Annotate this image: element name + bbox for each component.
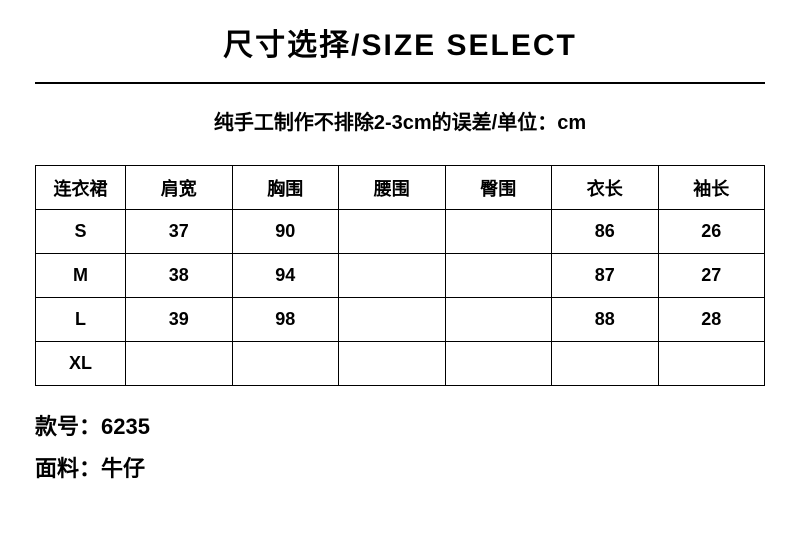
cell: 27 [658,254,765,298]
cell: 98 [232,298,339,342]
meta-style-no: 款号：6235 [35,406,765,448]
cell [339,342,446,386]
cell [232,342,339,386]
fabric-label: 面料： [35,456,101,481]
cell [126,342,233,386]
cell: 38 [126,254,233,298]
cell: 26 [658,210,765,254]
col-header: 腰围 [339,166,446,210]
cell [658,342,765,386]
col-header: 袖长 [658,166,765,210]
cell: 87 [552,254,659,298]
title-divider [35,82,765,84]
cell [339,254,446,298]
meta-block: 款号：6235 面料：牛仔 [35,406,765,490]
cell: 88 [552,298,659,342]
cell-size: XL [36,342,126,386]
col-header: 臀围 [445,166,552,210]
cell [445,342,552,386]
col-header: 连衣裙 [36,166,126,210]
col-header: 胸围 [232,166,339,210]
cell: 28 [658,298,765,342]
cell [445,254,552,298]
table-row: M 38 94 87 27 [36,254,765,298]
cell: 86 [552,210,659,254]
cell: 90 [232,210,339,254]
cell: 39 [126,298,233,342]
cell-size: S [36,210,126,254]
cell-size: M [36,254,126,298]
size-table: 连衣裙 肩宽 胸围 腰围 臀围 衣长 袖长 S 37 90 86 26 M 38… [35,165,765,386]
cell [552,342,659,386]
style-no-value: 6235 [101,414,150,439]
cell: 37 [126,210,233,254]
col-header: 衣长 [552,166,659,210]
table-header-row: 连衣裙 肩宽 胸围 腰围 臀围 衣长 袖长 [36,166,765,210]
fabric-value: 牛仔 [101,456,145,481]
meta-fabric: 面料：牛仔 [35,448,765,490]
page-subtitle: 纯手工制作不排除2-3cm的误差/单位：cm [35,106,765,135]
table-row: L 39 98 88 28 [36,298,765,342]
cell [339,210,446,254]
cell [445,298,552,342]
col-header: 肩宽 [126,166,233,210]
page-title: 尺寸选择/SIZE SELECT [35,20,765,64]
table-row: S 37 90 86 26 [36,210,765,254]
cell: 94 [232,254,339,298]
cell [339,298,446,342]
table-row: XL [36,342,765,386]
cell-size: L [36,298,126,342]
style-no-label: 款号： [35,414,101,439]
cell [445,210,552,254]
